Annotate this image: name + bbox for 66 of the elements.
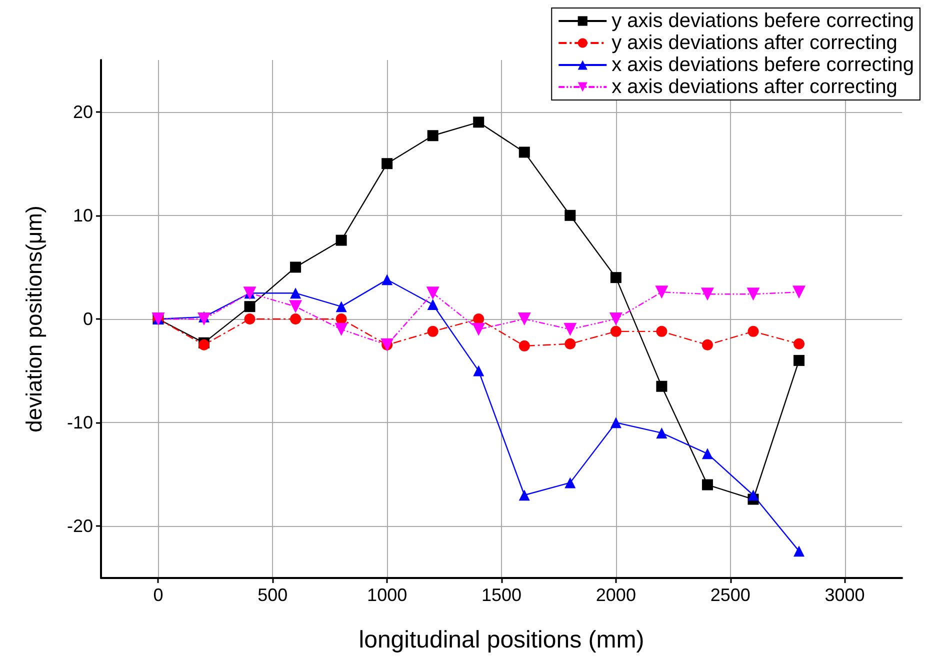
- point: [426, 286, 440, 300]
- legend-label: y axis deviations befere correcting: [612, 10, 914, 32]
- point: [336, 301, 347, 312]
- point: [564, 210, 576, 221]
- legend-label: y axis deviations after correcting: [612, 32, 898, 54]
- point: [794, 354, 805, 366]
- y-tick-label: 20: [72, 102, 93, 122]
- point: [748, 490, 759, 501]
- point: [334, 322, 348, 336]
- legend-label: x axis deviations after correcting: [612, 76, 898, 98]
- point: [473, 314, 484, 324]
- x-tick-label: 500: [258, 585, 288, 605]
- point: [336, 234, 347, 246]
- point: [473, 365, 484, 376]
- point: [656, 427, 668, 438]
- point: [427, 298, 438, 310]
- point: [290, 288, 302, 299]
- legend-label: x axis deviations befere correcting: [612, 54, 914, 76]
- point: [748, 326, 759, 337]
- x-tick-label: 2500: [710, 585, 750, 605]
- point: [427, 130, 438, 142]
- point: [382, 158, 393, 170]
- x-axis-title: longitudinal positions (mm): [358, 626, 644, 654]
- point: [518, 146, 530, 158]
- point: [564, 322, 577, 336]
- point: [427, 326, 438, 337]
- point: [244, 314, 256, 324]
- y-tick-label: 10: [72, 205, 93, 226]
- y-tick-label: -20: [66, 516, 93, 536]
- x-tick-label: 2000: [596, 585, 636, 605]
- point: [473, 116, 484, 128]
- y-tick-label: -10: [66, 412, 93, 433]
- point: [472, 322, 486, 336]
- point: [518, 312, 531, 326]
- point: [656, 326, 668, 337]
- x-tick-label: 0: [153, 585, 164, 605]
- point: [564, 477, 576, 488]
- point: [702, 448, 713, 460]
- x-tick-label: 1500: [481, 585, 522, 605]
- x-tick-label: 3000: [824, 585, 865, 605]
- point: [336, 314, 347, 324]
- x-tick-label: 1000: [367, 585, 408, 605]
- point: [702, 479, 713, 490]
- point: [794, 338, 805, 350]
- point: [382, 274, 393, 286]
- point: [656, 380, 668, 392]
- point: [290, 262, 302, 273]
- point: [792, 286, 806, 299]
- point: [610, 417, 622, 428]
- point: [700, 288, 714, 301]
- point: [289, 300, 302, 314]
- point: [794, 546, 805, 557]
- point: [702, 339, 713, 350]
- point: [290, 314, 302, 324]
- point: [244, 301, 256, 312]
- point: [610, 326, 622, 337]
- y-axis-title: deviation positions(μm): [22, 206, 46, 432]
- point: [564, 338, 576, 350]
- y-tick-label: 0: [82, 309, 93, 329]
- point: [197, 312, 210, 326]
- point: [518, 490, 530, 501]
- point: [746, 288, 760, 301]
- point: [518, 340, 530, 352]
- point: [609, 312, 622, 326]
- point: [610, 272, 622, 284]
- point: [655, 286, 668, 299]
